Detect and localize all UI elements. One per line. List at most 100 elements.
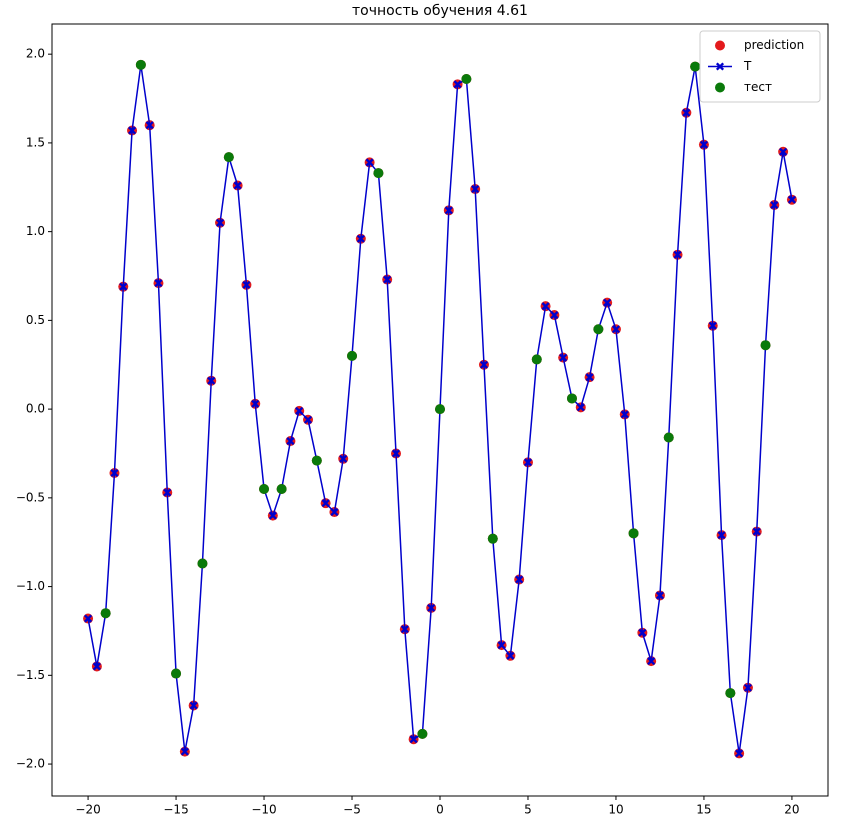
x-marker <box>708 321 717 330</box>
x-marker <box>735 749 744 758</box>
legend-marker <box>715 82 725 93</box>
y-tick-label: −1.0 <box>16 579 45 593</box>
y-tick-label: −2.0 <box>16 757 45 771</box>
x-marker <box>576 403 585 412</box>
x-marker <box>506 651 515 660</box>
legend-box <box>699 30 821 103</box>
x-tick-label: −5 <box>343 803 361 817</box>
x-marker <box>585 373 594 382</box>
x-marker <box>119 282 128 291</box>
scatter-point <box>417 728 428 739</box>
x-marker <box>180 747 189 756</box>
scatter-point <box>690 61 701 72</box>
x-marker <box>620 410 629 419</box>
x-marker <box>330 507 339 517</box>
x-marker <box>471 184 480 194</box>
scatter-point <box>531 354 542 365</box>
x-marker <box>295 406 304 415</box>
x-marker <box>391 449 401 458</box>
x-marker <box>523 458 533 467</box>
x-marker <box>189 701 198 710</box>
x-marker <box>715 62 725 71</box>
x-tick-label: −20 <box>75 803 100 817</box>
scatter-point <box>487 533 498 544</box>
x-tick-label: 20 <box>784 803 799 817</box>
x-tick-label: 5 <box>524 803 532 817</box>
x-marker <box>365 158 374 167</box>
x-marker <box>603 298 612 307</box>
scatter-point <box>311 455 322 466</box>
y-tick-label: −1.5 <box>16 668 45 682</box>
x-marker <box>655 591 665 600</box>
x-marker <box>743 683 752 692</box>
chart-title: точность обучения 4.61 <box>352 3 528 19</box>
x-marker <box>779 147 788 156</box>
x-marker <box>770 200 779 210</box>
x-marker <box>251 399 260 408</box>
x-marker <box>638 628 647 637</box>
y-tick-label: 0.5 <box>26 313 45 327</box>
scatter-point <box>663 432 674 443</box>
x-marker <box>559 353 568 362</box>
legend-marker <box>715 40 725 51</box>
scatter-point <box>760 340 771 351</box>
x-marker <box>550 311 559 320</box>
scatter-point <box>628 528 639 539</box>
scatter-point <box>223 152 234 163</box>
x-marker <box>286 437 295 446</box>
scatter-point <box>259 483 270 494</box>
x-marker <box>427 603 436 612</box>
x-marker <box>717 531 726 540</box>
x-marker <box>339 454 348 463</box>
x-marker <box>268 511 277 520</box>
x-marker <box>400 625 409 634</box>
scatter-point <box>100 608 111 619</box>
x-tick-label: −15 <box>163 803 188 817</box>
y-tick-label: 0.0 <box>26 402 45 416</box>
scatter-point <box>197 558 208 569</box>
x-marker <box>356 234 365 243</box>
legend-label: T <box>743 59 752 73</box>
legend-label: тест <box>744 80 772 94</box>
scatter-point <box>461 74 472 85</box>
x-marker <box>145 121 154 130</box>
scatter-point <box>373 168 384 179</box>
x-marker <box>92 662 101 671</box>
x-marker <box>444 206 453 215</box>
x-marker <box>453 80 462 89</box>
x-marker <box>752 527 761 536</box>
x-marker <box>110 468 119 478</box>
x-marker <box>303 415 313 424</box>
x-marker <box>242 280 251 289</box>
x-tick-label: −10 <box>251 803 276 817</box>
x-marker <box>541 302 550 311</box>
x-marker <box>321 499 330 508</box>
x-marker <box>215 218 225 227</box>
y-tick-label: 1.0 <box>26 224 45 238</box>
x-marker <box>682 108 691 117</box>
x-marker <box>479 360 489 369</box>
scatter-point <box>566 393 577 404</box>
scatter-point <box>435 404 445 415</box>
x-marker <box>611 325 621 334</box>
x-tick-label: 0 <box>436 803 444 817</box>
x-marker <box>515 575 524 584</box>
x-marker <box>409 735 418 744</box>
legend-label: prediction <box>744 38 804 52</box>
plot-area <box>83 59 797 759</box>
scatter-point <box>276 483 287 494</box>
x-marker <box>647 657 656 666</box>
x-marker <box>673 250 682 259</box>
x-marker <box>154 279 163 288</box>
x-marker <box>787 195 796 204</box>
x-marker <box>128 126 137 135</box>
x-marker <box>383 275 392 284</box>
x-marker <box>233 181 242 190</box>
x-marker <box>497 641 506 650</box>
x-marker <box>84 614 93 623</box>
scatter-point <box>135 59 146 70</box>
y-tick-label: −0.5 <box>16 490 45 504</box>
